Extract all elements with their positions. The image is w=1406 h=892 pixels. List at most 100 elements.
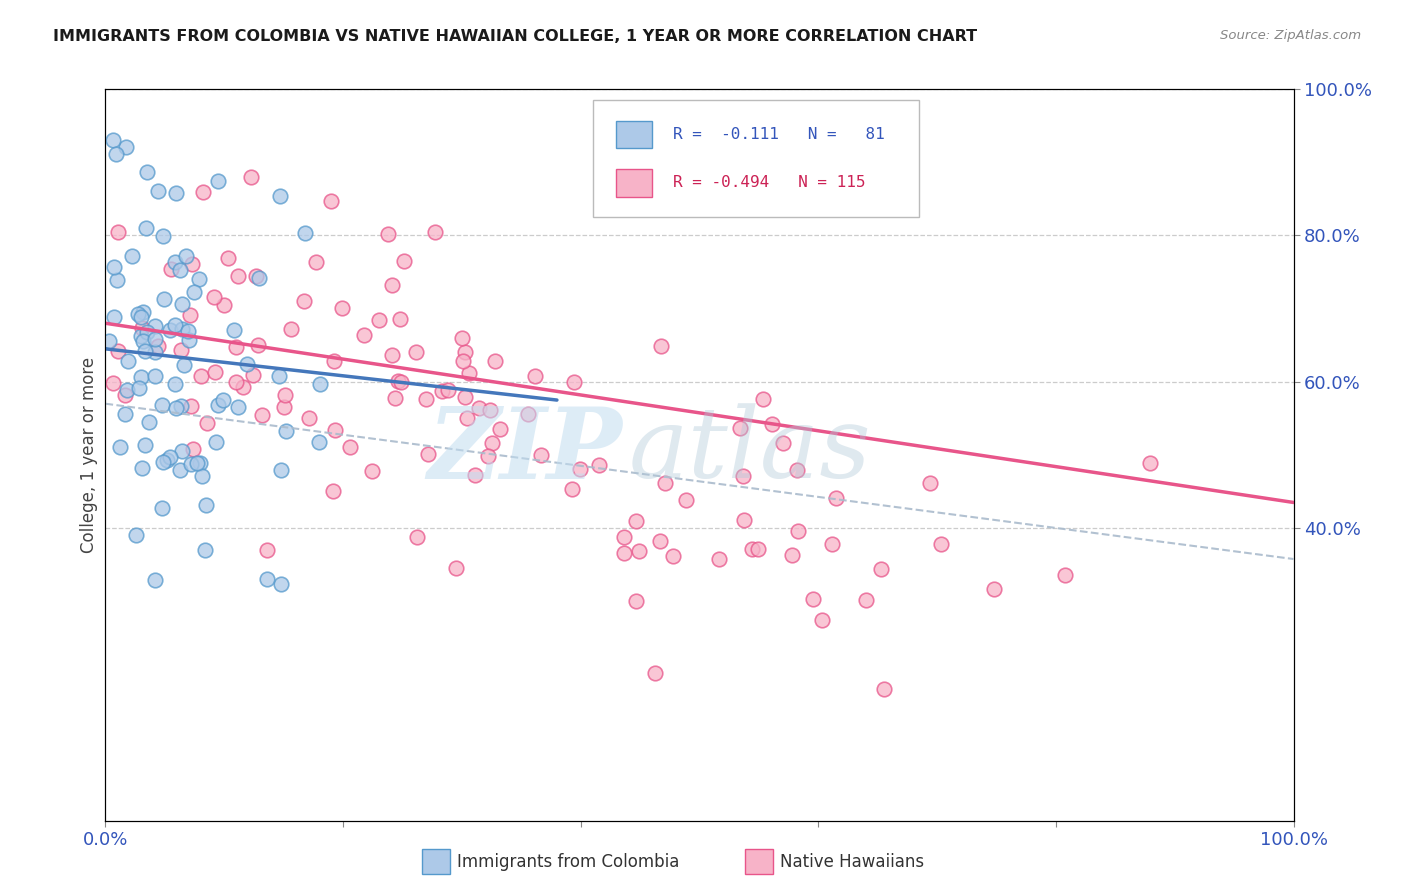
Point [250, 408, 273, 422]
Point [855, 592, 877, 607]
Point [179, 333, 201, 347]
Point [165, 401, 187, 416]
Point [136, 325, 159, 339]
Point [416, 447, 439, 461]
Point [247, 270, 270, 285]
Point [561, 482, 583, 496]
Point [454, 390, 477, 404]
Point [983, 582, 1005, 596]
Point [163, 318, 186, 332]
Point [381, 348, 404, 362]
Point [870, 562, 893, 576]
Point [873, 681, 896, 696]
Point [181, 442, 204, 456]
Point [188, 456, 211, 470]
Point [212, 392, 235, 407]
Point [115, 140, 138, 154]
Point [787, 524, 810, 539]
Point [741, 542, 763, 557]
Point [786, 463, 808, 477]
Point [353, 327, 375, 342]
Point [159, 323, 181, 337]
Point [323, 423, 346, 437]
Point [194, 543, 217, 558]
Text: Native Hawaiians: Native Hawaiians [780, 853, 925, 871]
Point [148, 339, 170, 353]
Point [183, 285, 205, 299]
Point [205, 434, 228, 449]
Point [172, 297, 194, 311]
Point [624, 514, 647, 528]
Point [425, 225, 447, 239]
Point [131, 321, 153, 335]
Point [319, 194, 342, 209]
Point [484, 353, 506, 368]
Point [134, 343, 156, 358]
Point [187, 272, 209, 286]
Point [159, 450, 181, 464]
Point [437, 383, 460, 397]
Point [368, 313, 391, 327]
Point [190, 368, 212, 383]
Point [733, 513, 755, 527]
Point [728, 421, 751, 435]
Point [202, 289, 225, 303]
Point [782, 548, 804, 562]
Point [747, 541, 769, 556]
Point [488, 422, 510, 436]
Text: Source: ZipAtlas.com: Source: ZipAtlas.com [1220, 29, 1361, 42]
Point [129, 328, 152, 343]
Point [772, 436, 794, 450]
Point [269, 369, 291, 384]
Point [207, 398, 229, 412]
Point [150, 398, 173, 412]
FancyBboxPatch shape [592, 100, 920, 218]
Point [180, 400, 202, 414]
Point [569, 461, 592, 475]
Point [186, 456, 208, 470]
Point [108, 440, 131, 454]
Point [143, 573, 166, 587]
Point [675, 493, 697, 508]
Point [114, 407, 136, 421]
Point [389, 375, 412, 389]
Point [103, 310, 125, 324]
Point [1054, 568, 1077, 582]
Point [105, 273, 128, 287]
Point [181, 257, 204, 271]
Point [103, 260, 125, 275]
Point [588, 458, 610, 472]
Point [165, 186, 187, 200]
Point [247, 338, 270, 352]
Point [204, 365, 226, 379]
Point [132, 334, 155, 349]
Point [377, 227, 399, 241]
Point [224, 323, 246, 337]
Point [662, 549, 685, 564]
Point [107, 225, 129, 239]
Point [256, 572, 278, 586]
Point [226, 268, 249, 283]
Point [97, 334, 120, 348]
Point [529, 448, 551, 462]
Point [446, 561, 468, 575]
Point [392, 253, 415, 268]
Point [143, 345, 166, 359]
Point [104, 147, 127, 161]
Point [135, 164, 157, 178]
Point [323, 354, 346, 368]
Point [121, 249, 143, 263]
Point [152, 455, 174, 469]
Point [384, 392, 406, 406]
Point [330, 301, 353, 315]
Point [225, 375, 247, 389]
Point [217, 252, 239, 266]
Point [280, 322, 302, 336]
Point [387, 374, 409, 388]
Point [415, 392, 437, 406]
Point [127, 307, 149, 321]
FancyBboxPatch shape [616, 169, 652, 197]
Point [194, 498, 217, 512]
Point [464, 468, 486, 483]
Point [456, 410, 478, 425]
